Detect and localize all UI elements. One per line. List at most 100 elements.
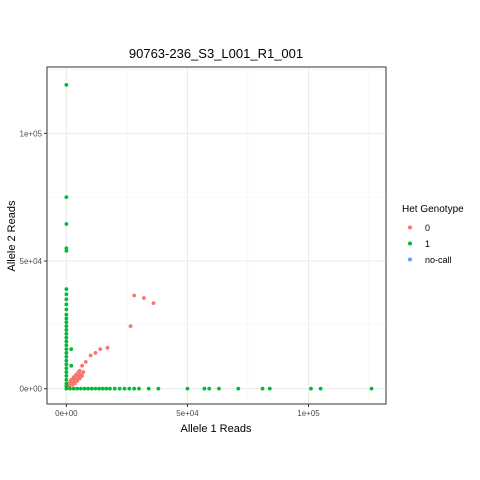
data-point	[127, 386, 132, 391]
y-tick-label: 1e+05	[20, 129, 43, 138]
legend-label: no-call	[425, 255, 452, 265]
data-point	[76, 370, 81, 374]
legend-swatch	[408, 241, 412, 246]
data-point	[82, 386, 87, 391]
data-point	[69, 347, 74, 352]
data-point	[69, 363, 74, 368]
data-point	[64, 362, 69, 367]
data-point	[185, 386, 190, 391]
y-tick-label: 5e+04	[20, 257, 43, 266]
data-point	[64, 222, 69, 226]
data-point	[97, 386, 101, 391]
legend-title: Het Genotype	[402, 204, 464, 215]
data-point	[64, 320, 69, 325]
data-point	[93, 351, 98, 355]
data-point	[68, 386, 72, 391]
data-point	[64, 386, 69, 391]
data-point	[105, 345, 110, 350]
data-point	[141, 296, 146, 300]
data-point	[132, 293, 137, 298]
data-point	[64, 358, 69, 363]
data-point	[75, 386, 80, 391]
data-point	[64, 370, 69, 374]
data-point	[137, 386, 141, 391]
data-point	[132, 386, 137, 391]
y-tick-label: 0e+00	[20, 385, 43, 394]
data-point	[309, 386, 313, 391]
data-point	[64, 307, 69, 312]
data-point	[128, 324, 133, 329]
data-point	[80, 374, 85, 378]
data-point	[64, 82, 69, 87]
data-point	[108, 386, 112, 391]
data-point	[236, 386, 241, 391]
data-point	[122, 386, 127, 391]
plot-axes: 0e+00 5e+04 1e+05 0e+00 5e+04 1e+05	[20, 129, 321, 418]
data-point	[71, 375, 76, 380]
data-point	[64, 377, 69, 382]
data-point	[89, 386, 94, 391]
data-point	[64, 335, 69, 340]
data-point	[77, 376, 82, 381]
x-tick-label: 1e+05	[297, 409, 320, 418]
legend-label: 0	[425, 223, 430, 233]
x-axis-title: Allele 1 Reads	[181, 423, 252, 435]
data-point	[64, 312, 69, 317]
data-point	[156, 386, 161, 391]
data-point	[207, 386, 212, 391]
data-point	[64, 324, 69, 329]
data-point	[93, 386, 98, 391]
data-point	[64, 339, 69, 344]
data-point	[64, 195, 69, 200]
legend: Het Genotype 0 1 no-call	[402, 204, 464, 267]
data-point	[81, 370, 86, 374]
data-point	[64, 297, 69, 302]
data-point	[217, 386, 221, 391]
data-point	[64, 287, 69, 292]
data-point	[70, 382, 75, 387]
data-point	[64, 354, 69, 359]
chart-title: 90763-236_S3_L001_R1_001	[129, 46, 303, 61]
data-point	[100, 386, 105, 391]
data-point	[202, 386, 207, 391]
data-point	[267, 386, 272, 391]
data-point	[318, 386, 323, 391]
series-1	[64, 82, 374, 391]
data-point	[64, 351, 69, 355]
data-point	[83, 359, 88, 364]
data-point	[64, 366, 69, 371]
data-point	[64, 316, 69, 321]
data-point	[64, 331, 69, 336]
data-point	[64, 248, 69, 253]
data-point	[75, 379, 80, 383]
data-point	[74, 372, 78, 377]
data-point	[64, 302, 69, 307]
data-point	[88, 353, 93, 358]
data-point	[104, 386, 109, 391]
data-point	[64, 374, 69, 378]
legend-swatch	[408, 257, 412, 262]
data-point	[260, 386, 265, 391]
data-point	[117, 386, 122, 391]
y-axis-title: Allele 2 Reads	[6, 200, 18, 271]
data-point	[80, 363, 85, 368]
plot-points	[64, 82, 374, 391]
legend-label: 1	[425, 239, 430, 249]
data-point	[369, 386, 374, 391]
x-tick-label: 0e+00	[55, 409, 78, 418]
data-point	[79, 386, 83, 391]
data-point	[86, 386, 91, 391]
data-point	[64, 347, 69, 352]
data-point	[146, 386, 151, 391]
data-point	[71, 386, 76, 391]
data-point	[151, 301, 156, 306]
data-point	[64, 328, 69, 332]
data-point	[64, 292, 69, 297]
x-tick-label: 5e+04	[176, 409, 199, 418]
plot-panel-border	[46, 66, 387, 405]
data-point	[64, 343, 69, 348]
data-point	[68, 380, 72, 385]
legend-swatch	[408, 225, 412, 230]
data-point	[112, 386, 117, 391]
